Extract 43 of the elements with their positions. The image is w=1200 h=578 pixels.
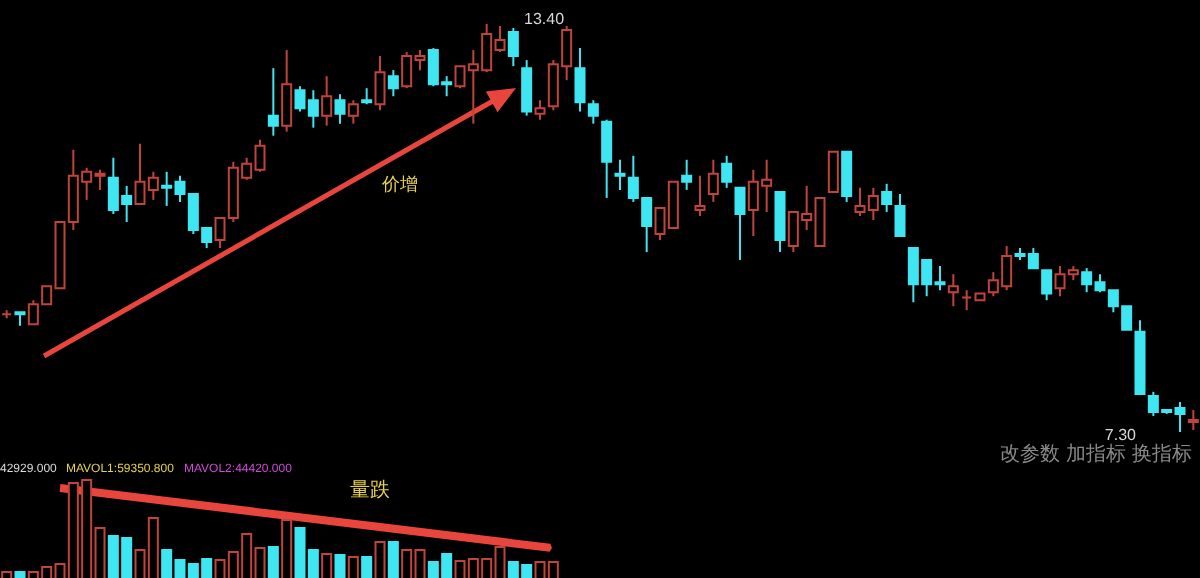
candlestick	[601, 118, 613, 199]
candlestick	[521, 59, 533, 117]
candlestick	[534, 99, 546, 121]
candlestick	[387, 69, 399, 98]
bar	[347, 556, 359, 578]
candlestick	[587, 99, 599, 125]
text: 换指标	[1132, 442, 1192, 466]
annotation: 13.40	[524, 10, 566, 28]
candlestick	[281, 49, 293, 133]
candlestick	[1187, 408, 1199, 431]
candlestick	[374, 55, 386, 112]
candlestick	[681, 158, 693, 191]
bar	[387, 541, 399, 578]
candlestick	[507, 27, 519, 68]
candlestick	[694, 174, 706, 217]
candlestick	[894, 192, 906, 238]
candlestick	[614, 158, 626, 191]
candlestick	[827, 150, 839, 193]
annotation: 量跌	[350, 478, 390, 502]
candlestick	[734, 186, 746, 262]
candlestick	[707, 158, 719, 203]
bar	[281, 519, 293, 578]
candlestick	[334, 93, 346, 125]
bar	[267, 546, 279, 578]
candlestick	[947, 273, 959, 308]
bar	[334, 554, 346, 578]
candlestick	[574, 47, 586, 113]
candlestick	[1041, 269, 1053, 302]
candlestick	[267, 67, 279, 137]
annotation: 7.30	[1104, 426, 1138, 444]
bar	[361, 556, 373, 578]
candlestick	[347, 99, 359, 125]
candlestick	[721, 154, 733, 189]
candlestick	[841, 150, 853, 203]
text: 改参数	[1000, 442, 1060, 466]
bar	[14, 571, 26, 578]
bar	[1, 571, 13, 578]
bar	[321, 553, 333, 578]
candlestick	[881, 182, 893, 213]
bar	[374, 541, 386, 578]
text: 加指标	[1066, 442, 1126, 466]
annotation: 价增	[380, 174, 418, 194]
candlestick	[321, 75, 333, 127]
